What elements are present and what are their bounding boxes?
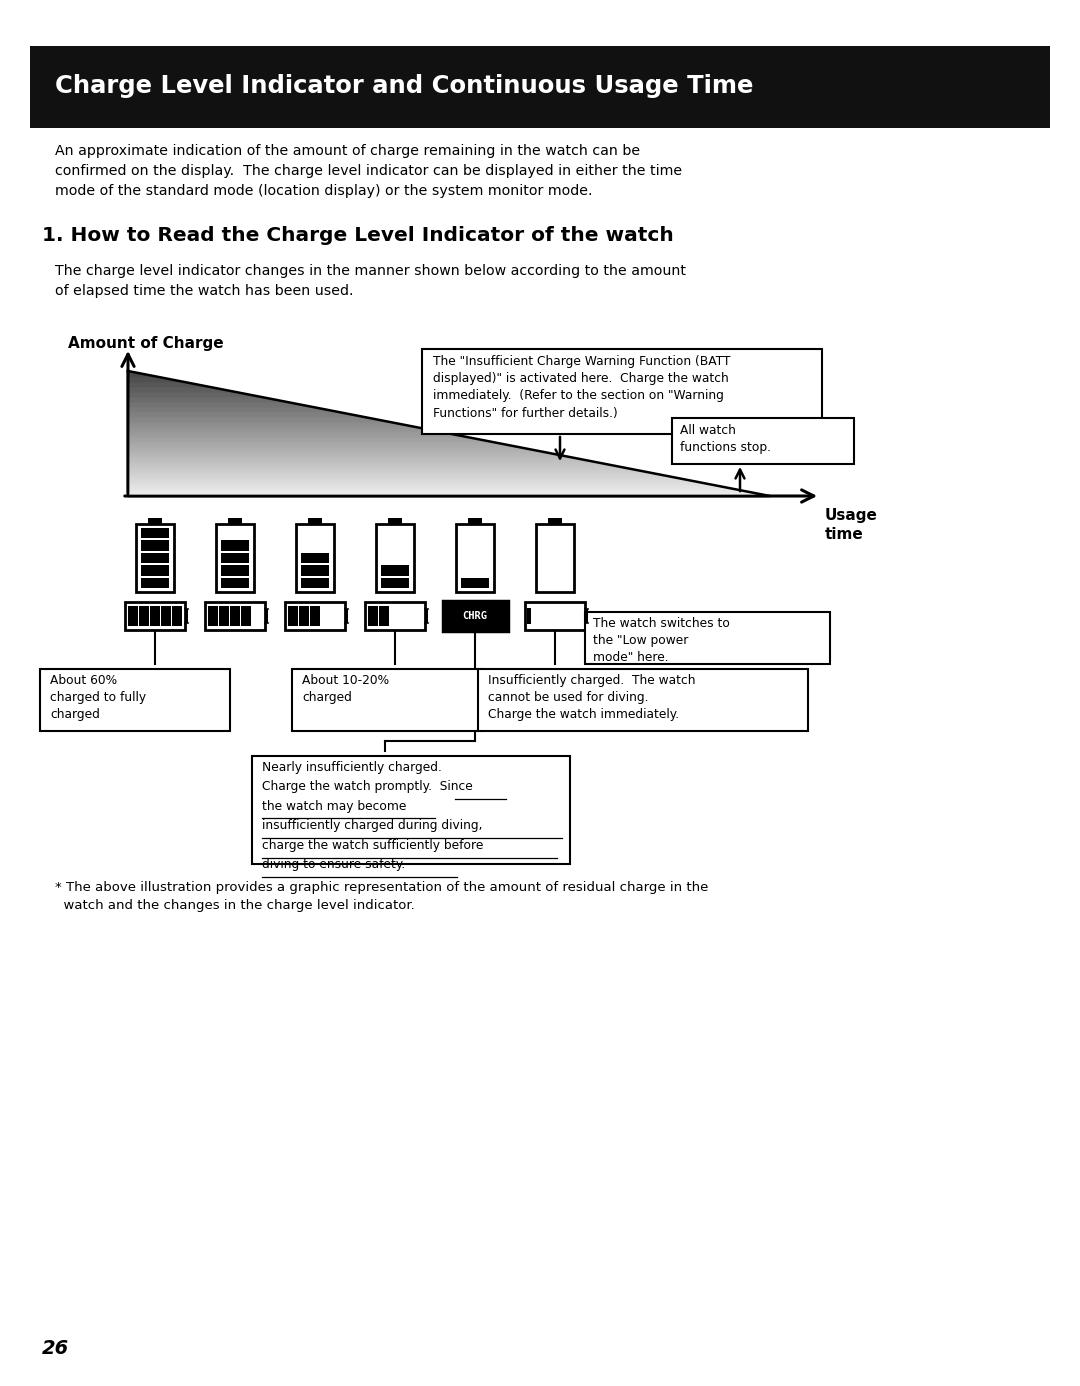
Bar (140, 553, 170, 563)
Text: Amount of Charge: Amount of Charge (68, 335, 224, 351)
Text: * The above illustration provides a graphic representation of the amount of resi: * The above illustration provides a grap… (55, 881, 708, 912)
Text: An approximate indication of the amount of charge remaining in the watch can be
: An approximate indication of the amount … (55, 144, 683, 198)
Bar (30, 46, 1050, 128)
Bar (230, 606, 240, 626)
Bar (456, 524, 494, 592)
Bar (140, 565, 170, 575)
FancyBboxPatch shape (252, 755, 570, 863)
Text: Charge the watch promptly.  Since: Charge the watch promptly. Since (262, 780, 473, 794)
FancyBboxPatch shape (292, 669, 482, 730)
Text: diving to ensure safety.: diving to ensure safety. (262, 858, 405, 872)
Text: The watch switches to
the "Low power
mode" here.: The watch switches to the "Low power mod… (593, 617, 730, 664)
Bar (536, 524, 573, 592)
Bar (125, 602, 185, 631)
Bar (376, 524, 414, 592)
Bar (380, 565, 409, 575)
Bar (150, 606, 160, 626)
Bar (299, 606, 309, 626)
Bar (139, 606, 149, 626)
Bar (379, 606, 389, 626)
Bar (300, 578, 329, 588)
Text: CHRG: CHRG (462, 611, 487, 621)
Bar (185, 608, 188, 622)
Bar (219, 606, 229, 626)
Bar (300, 565, 329, 575)
Text: About 10-20%
charged: About 10-20% charged (302, 674, 389, 704)
Bar (161, 606, 171, 626)
Bar (172, 606, 181, 626)
Bar (220, 578, 249, 588)
Bar (388, 518, 402, 524)
Text: insufficiently charged during diving,: insufficiently charged during diving, (262, 819, 483, 833)
Bar (265, 608, 268, 622)
Bar (208, 606, 218, 626)
Bar (220, 541, 249, 550)
Bar (365, 602, 426, 631)
Bar (296, 524, 334, 592)
Bar (205, 602, 265, 631)
Bar (548, 518, 563, 524)
Bar (368, 606, 378, 626)
Bar (140, 541, 170, 550)
Bar (468, 518, 483, 524)
Bar (220, 553, 249, 563)
Text: About 60%
charged to fully
charged: About 60% charged to fully charged (50, 674, 146, 721)
Bar (380, 578, 409, 588)
Text: The charge level indicator changes in the manner shown below according to the am: The charge level indicator changes in th… (55, 263, 686, 298)
Bar (140, 528, 170, 538)
Bar (140, 578, 170, 588)
Text: All watch
functions stop.: All watch functions stop. (680, 424, 771, 455)
Bar (241, 606, 251, 626)
FancyBboxPatch shape (672, 419, 854, 464)
Bar (527, 608, 531, 624)
Bar (460, 578, 489, 588)
Text: charge the watch sufficiently before: charge the watch sufficiently before (262, 839, 484, 852)
Text: The "Insufficient Charge Warning Function (BATT
displayed)" is activated here.  : The "Insufficient Charge Warning Functio… (433, 355, 730, 420)
Bar (426, 608, 428, 622)
Bar (308, 518, 322, 524)
FancyBboxPatch shape (585, 613, 831, 664)
Bar (310, 606, 320, 626)
Text: the watch may become: the watch may become (262, 800, 406, 814)
Bar (148, 518, 162, 524)
Bar (525, 602, 585, 631)
Bar (220, 565, 249, 575)
FancyBboxPatch shape (422, 349, 822, 434)
Bar (288, 606, 298, 626)
Bar (136, 524, 174, 592)
Bar (585, 608, 588, 622)
Bar (345, 608, 348, 622)
Bar (300, 553, 329, 563)
FancyBboxPatch shape (40, 669, 230, 730)
Bar (216, 524, 254, 592)
FancyBboxPatch shape (478, 669, 808, 730)
Bar (228, 518, 242, 524)
Bar (285, 602, 345, 631)
Bar (443, 602, 508, 631)
Bar (129, 606, 138, 626)
Text: Nearly insufficiently charged.: Nearly insufficiently charged. (262, 761, 442, 773)
Text: Charge Level Indicator and Continuous Usage Time: Charge Level Indicator and Continuous Us… (55, 75, 754, 98)
Text: Insufficiently charged.  The watch
cannot be used for diving.
Charge the watch i: Insufficiently charged. The watch cannot… (488, 674, 696, 721)
Text: Usage
time: Usage time (825, 509, 878, 542)
Text: 1. How to Read the Charge Level Indicator of the watch: 1. How to Read the Charge Level Indicato… (42, 226, 674, 245)
Text: 26: 26 (42, 1339, 69, 1358)
